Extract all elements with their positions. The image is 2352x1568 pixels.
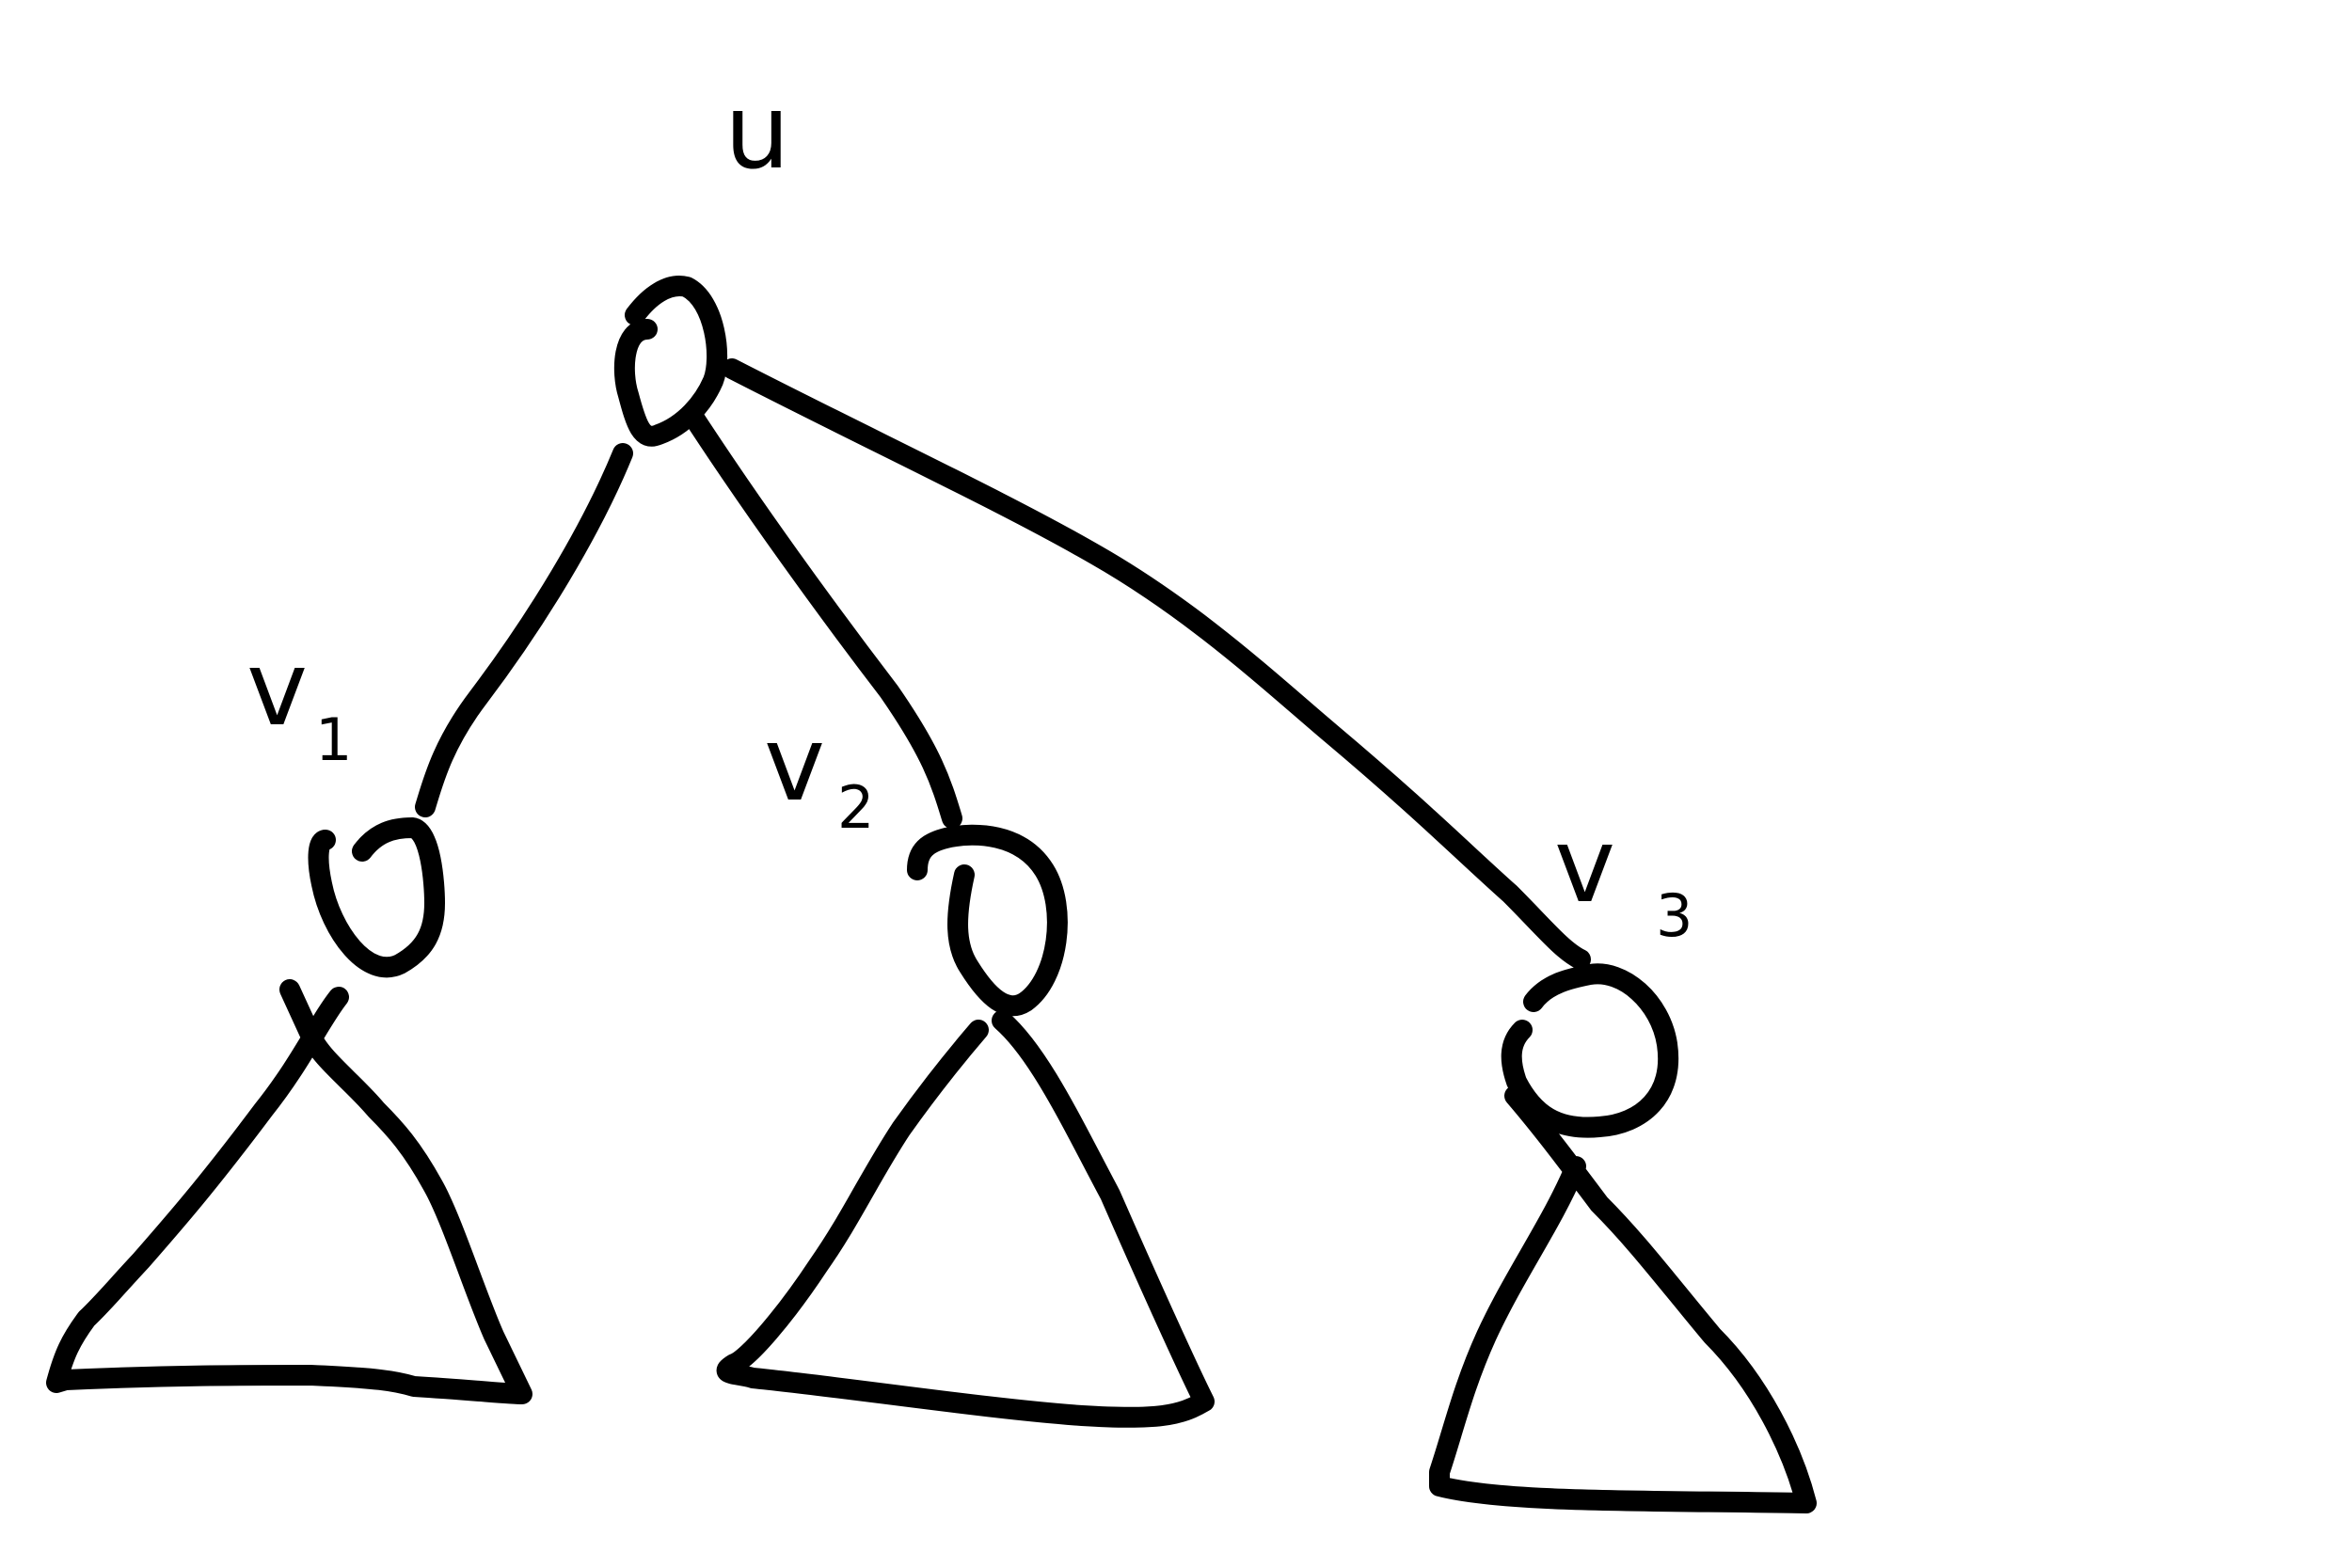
child-sub-v1: 1 bbox=[315, 705, 352, 774]
edge-u-v3 bbox=[722, 358, 1591, 970]
child-node-v3: v 3 bbox=[1429, 805, 1817, 1513]
child-sub-v2: 2 bbox=[837, 773, 874, 842]
child-label-v2: v bbox=[764, 704, 825, 824]
edge-u-v1 bbox=[415, 443, 633, 817]
child-node-v1-circle bbox=[308, 817, 445, 978]
root-label: u bbox=[724, 71, 790, 192]
child-node-v1: v 1 bbox=[46, 628, 532, 1404]
child-node-v3-circle bbox=[1501, 963, 1679, 1138]
child-label-v1: v bbox=[246, 628, 308, 749]
child-sub-v3: 3 bbox=[1656, 881, 1692, 950]
edge-u-v2 bbox=[681, 404, 962, 829]
child-node-v2: v 2 bbox=[716, 704, 1215, 1428]
child-node-v2-circle bbox=[907, 824, 1068, 1017]
child-label-v3: v bbox=[1554, 805, 1615, 926]
subtree-v2-triangle bbox=[716, 1010, 1215, 1428]
subtree-v3-triangle bbox=[1429, 1085, 1817, 1513]
subtree-v1-triangle bbox=[46, 979, 532, 1404]
